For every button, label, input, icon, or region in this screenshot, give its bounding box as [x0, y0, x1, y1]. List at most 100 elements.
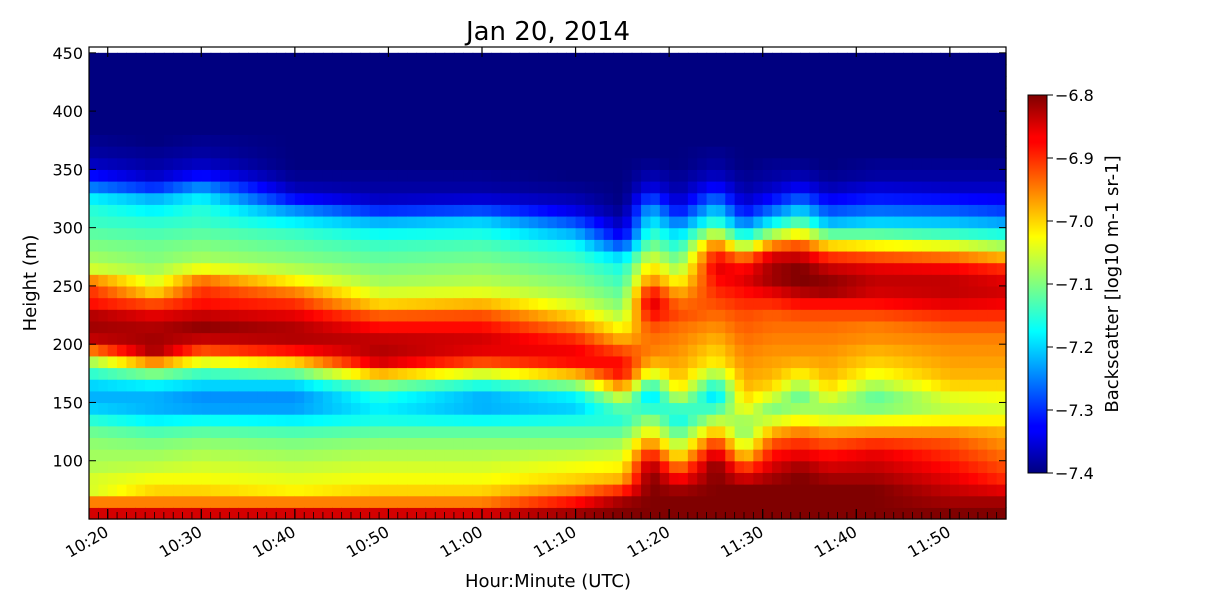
heatmap-cell	[341, 204, 352, 217]
heatmap-cell	[996, 146, 1007, 159]
heatmap-cell	[135, 111, 146, 124]
heatmap-cell	[687, 181, 698, 194]
heatmap-cell	[294, 274, 305, 287]
heatmap-cell	[201, 390, 212, 404]
heatmap-cell	[510, 449, 521, 462]
heatmap-cell	[416, 204, 427, 217]
heatmap-cell	[949, 344, 960, 357]
heatmap-cell	[706, 239, 717, 252]
heatmap-cell	[547, 495, 558, 508]
heatmap-cell	[697, 181, 708, 194]
heatmap-cell	[818, 402, 829, 415]
heatmap-cell	[332, 87, 343, 101]
heatmap-cell	[510, 227, 521, 240]
heatmap-cell	[931, 309, 942, 322]
heatmap-cell	[145, 484, 156, 497]
heatmap-cell	[182, 402, 193, 415]
heatmap-cell	[89, 402, 99, 415]
heatmap-cell	[781, 192, 792, 205]
heatmap-cell	[659, 99, 670, 112]
heatmap-cell	[706, 355, 717, 369]
heatmap-cell	[949, 402, 960, 415]
heatmap-cell	[725, 332, 736, 345]
heatmap-cell	[126, 181, 137, 194]
heatmap-cell	[893, 64, 904, 77]
heatmap-cell	[322, 460, 333, 473]
heatmap-cell	[425, 134, 436, 147]
heatmap-cell	[697, 460, 708, 473]
heatmap-cell	[482, 437, 492, 450]
heatmap-cell	[603, 122, 614, 135]
heatmap-cell	[603, 285, 614, 299]
heatmap-cell	[294, 507, 305, 520]
heatmap-cell	[285, 425, 296, 439]
heatmap-cell	[912, 297, 923, 310]
heatmap-cell	[229, 181, 240, 194]
heatmap-cell	[584, 332, 595, 345]
heatmap-cell	[678, 99, 689, 112]
heatmap-cell	[89, 285, 99, 299]
heatmap-cell	[687, 472, 698, 485]
y-tick-label: 300	[52, 219, 83, 238]
heatmap-cell	[220, 472, 230, 485]
heatmap-cell	[519, 495, 530, 508]
heatmap-cell	[959, 495, 970, 508]
heatmap-cell	[865, 87, 876, 101]
heatmap-cell	[753, 309, 764, 322]
heatmap-cell	[313, 367, 324, 380]
heatmap-cell	[257, 146, 268, 159]
heatmap-cell	[631, 239, 642, 252]
heatmap-cell	[135, 169, 146, 182]
heatmap-cell	[107, 379, 118, 392]
heatmap-cell	[89, 274, 99, 287]
heatmap-cell	[388, 460, 399, 473]
heatmap-cell	[126, 134, 137, 147]
heatmap-cell	[856, 285, 867, 299]
heatmap-cell	[435, 449, 446, 462]
heatmap-cell	[893, 76, 904, 89]
heatmap-cell	[613, 76, 623, 89]
heatmap-cell	[257, 169, 268, 182]
heatmap-cell	[762, 425, 773, 439]
heatmap-cell	[248, 204, 259, 217]
heatmap-cell	[762, 215, 773, 229]
heatmap-cell	[828, 122, 839, 135]
heatmap-cell	[753, 227, 764, 240]
heatmap-cell	[697, 414, 708, 427]
heatmap-cell	[510, 134, 521, 147]
heatmap-cell	[622, 379, 633, 392]
heatmap-cell	[435, 460, 446, 473]
heatmap-cell	[659, 355, 670, 369]
heatmap-cell	[369, 425, 380, 439]
heatmap-cell	[163, 227, 174, 240]
heatmap-cell	[229, 495, 240, 508]
heatmap-cell	[744, 437, 754, 450]
heatmap-cell	[482, 204, 492, 217]
heatmap-cell	[379, 332, 390, 345]
heatmap-cell	[435, 367, 446, 380]
heatmap-cell	[238, 484, 249, 497]
heatmap-cell	[744, 355, 754, 369]
heatmap-cell	[519, 332, 530, 345]
heatmap-cell	[903, 192, 914, 205]
heatmap-cell	[397, 390, 408, 404]
heatmap-cell	[491, 472, 502, 485]
heatmap-cell	[528, 204, 539, 217]
heatmap-cell	[135, 99, 146, 112]
heatmap-cell	[884, 250, 895, 264]
heatmap-cell	[641, 274, 652, 287]
heatmap-cell	[790, 367, 801, 380]
heatmap-cell	[89, 297, 99, 310]
heatmap-cell	[856, 309, 867, 322]
heatmap-cell	[182, 484, 193, 497]
heatmap-cell	[790, 239, 801, 252]
heatmap-cell	[528, 402, 539, 415]
heatmap-cell	[229, 157, 240, 170]
heatmap-cell	[285, 320, 296, 334]
heatmap-cell	[603, 274, 614, 287]
heatmap-cell	[921, 181, 932, 194]
heatmap-cell	[725, 146, 736, 159]
heatmap-cell	[220, 250, 230, 264]
heatmap-cell	[912, 122, 923, 135]
heatmap-cell	[538, 507, 549, 520]
